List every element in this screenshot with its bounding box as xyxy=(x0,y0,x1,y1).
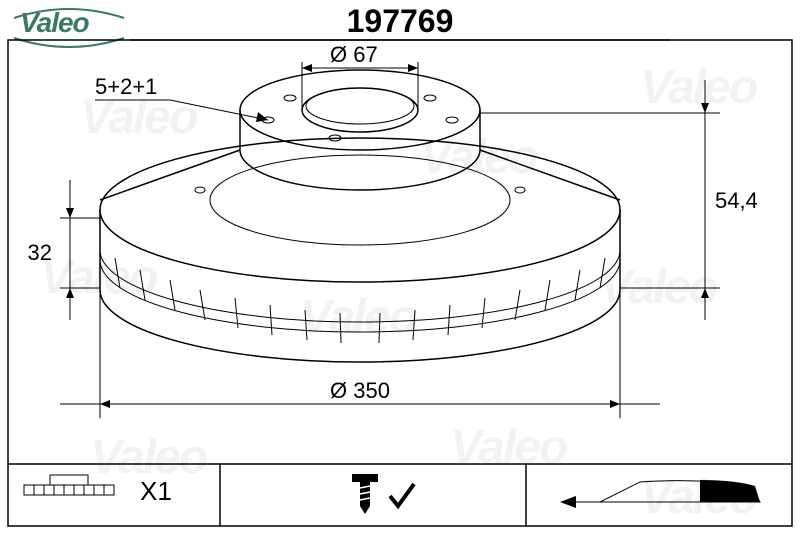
footer-qty-cell: X1 xyxy=(24,475,172,506)
check-icon xyxy=(390,484,414,506)
dim-thickness-label: 32 xyxy=(28,240,52,265)
part-number: 197769 xyxy=(347,3,454,39)
dim-outer: Ø 350 xyxy=(60,290,660,418)
footer-axle-cell xyxy=(560,480,760,508)
dim-bore-label: Ø 67 xyxy=(330,42,378,67)
valeo-logo: Valeo xyxy=(14,6,124,47)
logo-text: Valeo xyxy=(20,7,90,38)
screw-icon xyxy=(352,474,378,514)
dim-holes-label: 5+2+1 xyxy=(95,74,157,99)
brake-disc-drawing xyxy=(100,70,620,362)
vanes xyxy=(115,258,605,343)
dim-holes: 5+2+1 xyxy=(95,74,268,122)
disc-icon xyxy=(24,475,114,495)
dim-outer-label: Ø 350 xyxy=(330,378,390,403)
dim-hat-label: 54,4 xyxy=(715,188,758,213)
dim-bore: Ø 67 xyxy=(302,42,418,110)
footer-fastener-cell xyxy=(352,474,414,514)
diagram-canvas: Valeo 197769 xyxy=(0,0,800,533)
qty-label: X1 xyxy=(140,476,172,506)
car-axle-icon xyxy=(560,480,760,508)
dim-thickness: 32 xyxy=(28,180,100,320)
